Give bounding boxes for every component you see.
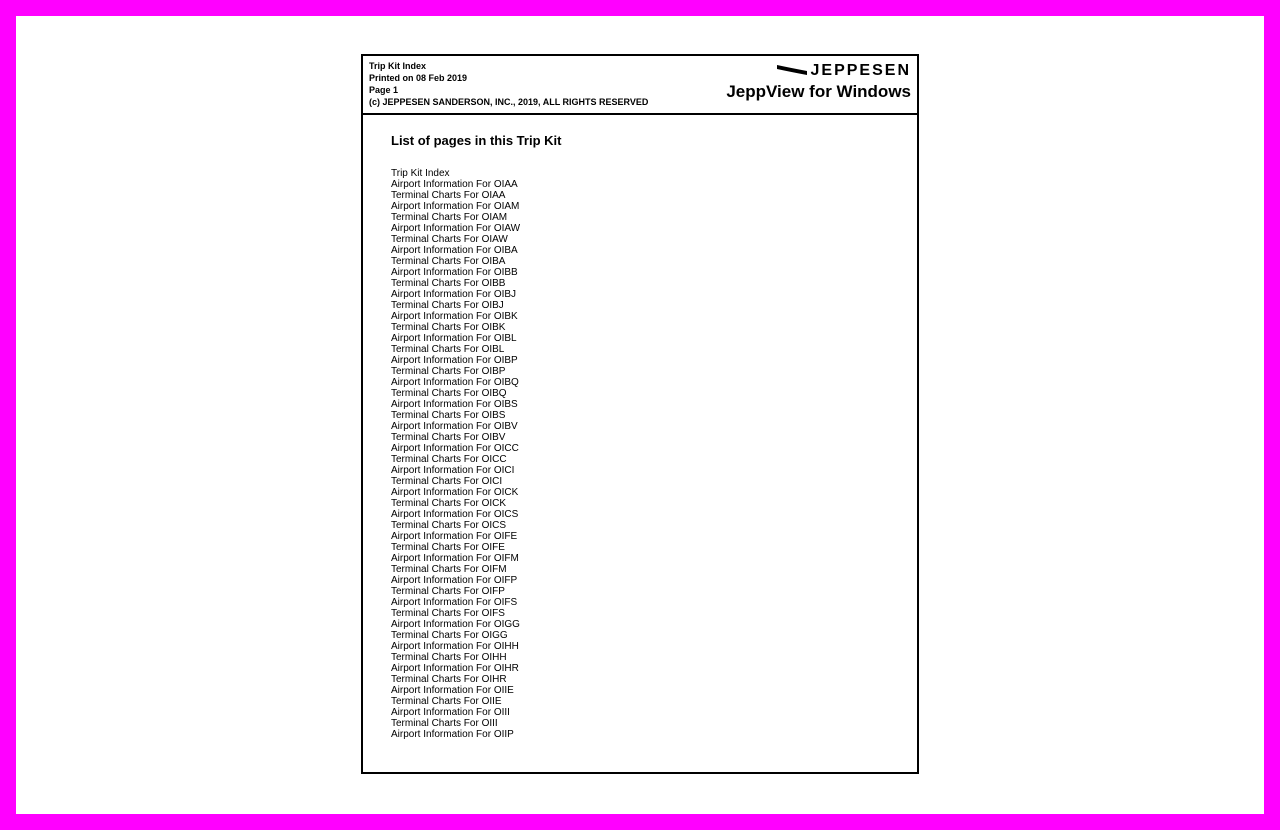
list-item: Terminal Charts For OIBQ <box>391 388 889 399</box>
list-item: Airport Information For OIBS <box>391 399 889 410</box>
list-item: Airport Information For OICI <box>391 465 889 476</box>
list-item: Terminal Charts For OIBK <box>391 322 889 333</box>
list-item: Airport Information For OIBV <box>391 421 889 432</box>
list-item: Terminal Charts For OIHR <box>391 674 889 685</box>
list-item: Airport Information For OIBJ <box>391 289 889 300</box>
list-item: Terminal Charts For OIBJ <box>391 300 889 311</box>
list-item: Airport Information For OIHH <box>391 641 889 652</box>
list-item: Airport Information For OICS <box>391 509 889 520</box>
list-item: Airport Information For OIBA <box>391 245 889 256</box>
list-item: Airport Information For OIBP <box>391 355 889 366</box>
list-item: Terminal Charts For OIII <box>391 718 889 729</box>
list-item: Terminal Charts For OIIE <box>391 696 889 707</box>
doc-printed-date: Printed on 08 Feb 2019 <box>369 72 648 84</box>
list-item: Terminal Charts For OIAW <box>391 234 889 245</box>
list-item: Airport Information For OICK <box>391 487 889 498</box>
document-content: List of pages in this Trip Kit Trip Kit … <box>363 115 917 740</box>
list-item: Terminal Charts For OIBB <box>391 278 889 289</box>
list-item: Airport Information For OIFM <box>391 553 889 564</box>
list-item: Terminal Charts For OIBP <box>391 366 889 377</box>
page-list: Trip Kit IndexAirport Information For OI… <box>391 168 889 740</box>
list-item: Terminal Charts For OIBA <box>391 256 889 267</box>
document-page: Trip Kit Index Printed on 08 Feb 2019 Pa… <box>361 54 919 774</box>
list-item: Airport Information For OIAA <box>391 179 889 190</box>
list-item: Terminal Charts For OIGG <box>391 630 889 641</box>
list-item: Airport Information For OIBB <box>391 267 889 278</box>
list-item: Airport Information For OIIP <box>391 729 889 740</box>
list-item: Terminal Charts For OIAM <box>391 212 889 223</box>
list-item: Trip Kit Index <box>391 168 889 179</box>
brand-name: JEPPESEN <box>811 62 911 80</box>
list-item: Terminal Charts For OICC <box>391 454 889 465</box>
list-item: Airport Information For OIFE <box>391 531 889 542</box>
document-header: Trip Kit Index Printed on 08 Feb 2019 Pa… <box>363 56 917 115</box>
list-item: Terminal Charts For OICS <box>391 520 889 531</box>
list-item: Airport Information For OIAW <box>391 223 889 234</box>
list-item: Terminal Charts For OIFM <box>391 564 889 575</box>
list-item: Airport Information For OIBQ <box>391 377 889 388</box>
list-item: Terminal Charts For OIBV <box>391 432 889 443</box>
doc-copyright: (c) JEPPESEN SANDERSON, INC., 2019, ALL … <box>369 96 648 108</box>
list-item: Airport Information For OIBL <box>391 333 889 344</box>
header-right: JEPPESEN JeppView for Windows <box>726 60 911 102</box>
list-item: Terminal Charts For OIFS <box>391 608 889 619</box>
list-item: Airport Information For OICC <box>391 443 889 454</box>
brand-logo: JEPPESEN <box>777 62 911 80</box>
list-item: Airport Information For OIGG <box>391 619 889 630</box>
product-title: JeppView for Windows <box>726 82 911 102</box>
header-left: Trip Kit Index Printed on 08 Feb 2019 Pa… <box>369 60 648 109</box>
list-item: Airport Information For OIAM <box>391 201 889 212</box>
outer-frame: Trip Kit Index Printed on 08 Feb 2019 Pa… <box>16 16 1264 814</box>
doc-page-number: Page 1 <box>369 84 648 96</box>
list-item: Terminal Charts For OIAA <box>391 190 889 201</box>
list-item: Terminal Charts For OICK <box>391 498 889 509</box>
doc-title: Trip Kit Index <box>369 60 648 72</box>
list-item: Terminal Charts For OIHH <box>391 652 889 663</box>
list-item: Terminal Charts For OIBS <box>391 410 889 421</box>
list-item: Airport Information For OIFS <box>391 597 889 608</box>
swoosh-icon <box>777 62 811 80</box>
list-item: Airport Information For OIFP <box>391 575 889 586</box>
list-item: Airport Information For OIII <box>391 707 889 718</box>
list-item: Airport Information For OIIE <box>391 685 889 696</box>
section-title: List of pages in this Trip Kit <box>391 133 889 148</box>
list-item: Terminal Charts For OICI <box>391 476 889 487</box>
list-item: Terminal Charts For OIFP <box>391 586 889 597</box>
list-item: Airport Information For OIHR <box>391 663 889 674</box>
list-item: Terminal Charts For OIFE <box>391 542 889 553</box>
list-item: Terminal Charts For OIBL <box>391 344 889 355</box>
list-item: Airport Information For OIBK <box>391 311 889 322</box>
